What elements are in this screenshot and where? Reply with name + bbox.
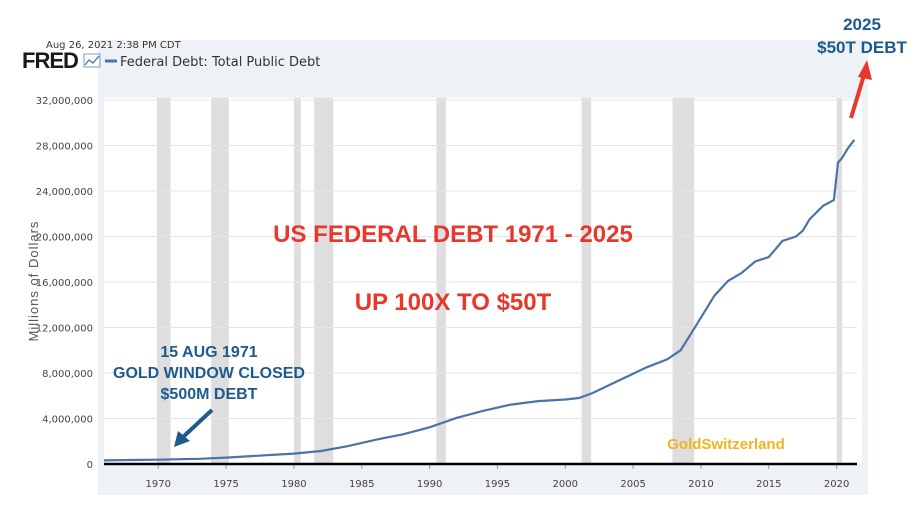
x-tick-label: 2010 bbox=[688, 479, 713, 490]
recession-band-4 bbox=[436, 98, 446, 464]
recession-band-3 bbox=[314, 98, 334, 464]
chart-title: US FEDERAL DEBT 1971 - 2025 bbox=[273, 221, 633, 248]
x-tick-label: 1985 bbox=[349, 479, 374, 490]
x-tick-label: 2020 bbox=[824, 479, 849, 490]
recession-band-2 bbox=[293, 98, 301, 464]
chart-subtitle: UP 100X TO $50T bbox=[355, 289, 552, 316]
gridlines bbox=[104, 99, 857, 419]
recession-band-7 bbox=[836, 98, 843, 464]
y-tick-label: 20,000,000 bbox=[36, 233, 93, 244]
fred-logo: FRED bbox=[22, 48, 78, 73]
x-tick-label: 2015 bbox=[756, 479, 781, 490]
plot-area bbox=[104, 98, 862, 464]
recession-band-5 bbox=[581, 98, 592, 464]
series-legend-label: Federal Debt: Total Public Debt bbox=[120, 55, 320, 70]
annotation-1971-line-1: 15 AUG 1971 bbox=[160, 344, 257, 361]
series-line-total-public-debt bbox=[103, 139, 856, 462]
goldswitzerland-watermark: GoldSwitzerland bbox=[667, 436, 785, 453]
x-tick-label: 1995 bbox=[485, 479, 510, 490]
y-tick-label: 28,000,000 bbox=[36, 142, 93, 153]
recession-band-1 bbox=[211, 98, 229, 464]
x-tick-label: 1980 bbox=[281, 479, 306, 490]
x-tick-label: 1990 bbox=[417, 479, 442, 490]
annotation-1971-line-3: $500M DEBT bbox=[161, 386, 258, 403]
x-axis-ticks: 1970 1975 1980 1985 1990 1995 2000 2005 2010 2015… bbox=[146, 464, 849, 490]
date-stamp: Aug 26, 2021 2:38 PM CDT bbox=[46, 40, 182, 51]
annotation-1971-line-2: GOLD WINDOW CLOSED bbox=[113, 365, 305, 382]
recession-band-0 bbox=[156, 98, 171, 464]
x-tick-label: 2000 bbox=[553, 479, 578, 490]
sparkline-icon bbox=[83, 53, 101, 68]
x-tick-label: 1970 bbox=[146, 479, 171, 490]
annotation-2025-line-1: 2025 bbox=[843, 15, 881, 34]
y-tick-label: 8,000,000 bbox=[42, 369, 93, 380]
y-tick-label: 12,000,000 bbox=[36, 324, 93, 335]
y-axis-ticks: 0 4,000,000 8,000,000 12,000,000 16,000,000 2… bbox=[36, 96, 93, 471]
annotation-1971: 15 AUG 1971 GOLD WINDOW CLOSED $500M DEB… bbox=[113, 344, 305, 403]
x-tick-label: 2005 bbox=[620, 479, 645, 490]
annotation-2025-line-2: $50T DEBT bbox=[817, 38, 907, 57]
x-tick-label: 1975 bbox=[213, 479, 238, 490]
y-tick-label: 32,000,000 bbox=[36, 96, 93, 107]
y-axis-label: Millions of Dollars bbox=[26, 221, 41, 342]
y-tick-label: 4,000,000 bbox=[42, 415, 93, 426]
annotation-2025: 2025 $50T DEBT bbox=[817, 15, 907, 57]
annotation-1971-arrow bbox=[174, 408, 214, 447]
y-tick-label: 16,000,000 bbox=[36, 278, 93, 289]
recession-band-6 bbox=[672, 98, 695, 464]
y-tick-label: 24,000,000 bbox=[36, 187, 93, 198]
y-tick-label: 0 bbox=[87, 460, 93, 471]
annotation-2025-arrow bbox=[849, 60, 872, 119]
